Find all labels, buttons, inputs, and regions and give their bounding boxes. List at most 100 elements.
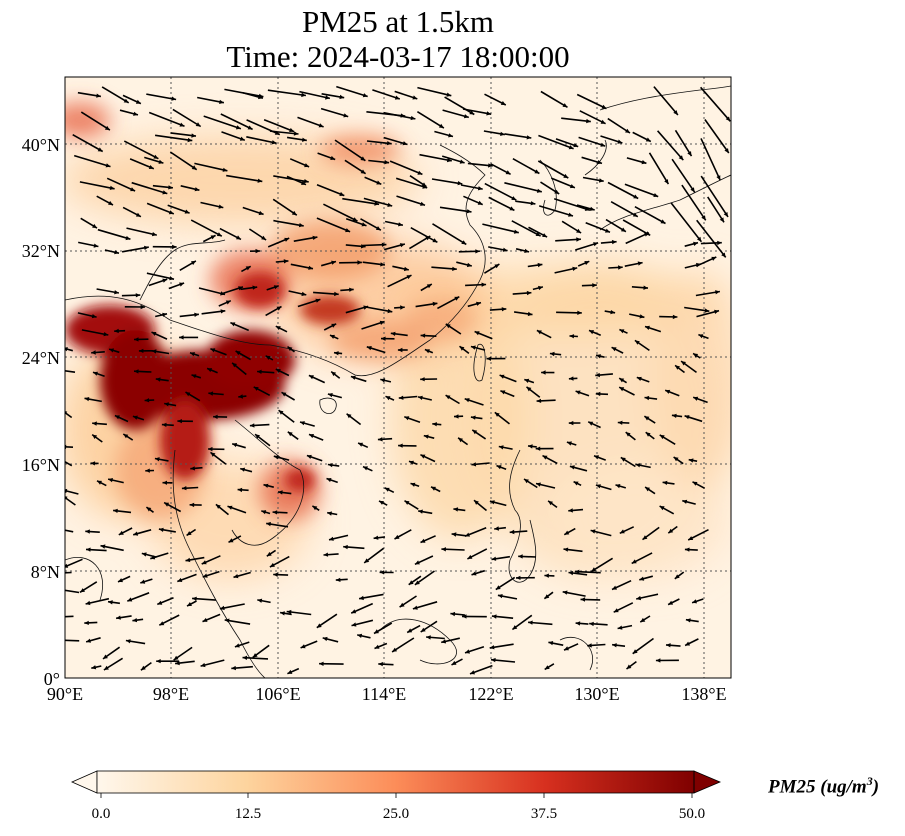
wind-arrow-head (191, 165, 197, 170)
wind-arrow-head (358, 442, 364, 447)
wind-arrow-head (512, 625, 518, 630)
wind-arrow-head (378, 662, 383, 667)
wind-arrow-head (672, 314, 678, 320)
wind-arrow-head (387, 308, 393, 314)
wind-arrow-head (497, 594, 503, 599)
wind-arrow-shaft (504, 133, 532, 139)
wind-arrow-head (109, 348, 114, 353)
wind-arrow-shaft (396, 195, 426, 206)
wind-arrow-head (645, 432, 651, 437)
wind-arrow-head (216, 232, 222, 237)
wind-arrow-head (498, 445, 504, 450)
wind-arrow-head (544, 573, 549, 578)
pm25-low-plumes (65, 135, 731, 580)
wind-arrow-head (155, 377, 161, 382)
wind-arrow-head (469, 110, 475, 115)
wind-arrow-head (261, 235, 267, 240)
wind-arrow-head (151, 232, 157, 237)
wind-arrow-head (168, 185, 173, 190)
wind-arrow-head (151, 349, 157, 354)
wind-arrow-shaft (439, 206, 472, 213)
wind-arrow-head (566, 441, 572, 446)
wind-arrow-head (589, 621, 594, 627)
wind-arrow-head (573, 481, 579, 486)
wind-arrow-head (426, 284, 432, 289)
wind-arrow-shaft (65, 460, 73, 467)
wind-arrow-head (345, 228, 351, 233)
wind-arrow-head (617, 139, 623, 144)
wind-arrow-head (399, 243, 405, 248)
wind-arrow-head (240, 467, 246, 472)
wind-arrow-head (257, 178, 263, 183)
lat-tick-0: 0° (43, 669, 60, 689)
wind-arrow-head (298, 223, 304, 228)
wind-arrow-head (481, 282, 487, 287)
wind-arrow-head (218, 204, 224, 209)
wind-arrow-head (454, 414, 459, 419)
wind-arrow-head (232, 362, 237, 368)
wind-arrow-head (385, 396, 391, 401)
wind-arrow-head (644, 232, 649, 237)
wind-arrow-shaft (561, 117, 591, 123)
wind-arrow-head (108, 600, 113, 605)
wind-arrow-head (278, 490, 283, 495)
wind-arrow-head (162, 480, 167, 485)
wind-arrow-head (593, 242, 599, 247)
wind-arrow-head (470, 415, 476, 420)
wind-arrow-head (586, 118, 591, 124)
wind-arrow-head (228, 538, 234, 543)
wind-arrow-head (194, 187, 200, 192)
wind-arrow-head (392, 647, 398, 652)
wind-arrow-shaft (707, 196, 725, 223)
wind-arrow-head (191, 260, 196, 266)
wind-arrow-head (283, 259, 289, 264)
wind-arrow-head (633, 194, 639, 199)
wind-arrow-head (466, 262, 472, 268)
wind-arrow-shaft (363, 197, 393, 207)
wind-arrow-head (327, 393, 333, 398)
wind-arrow-head (719, 217, 724, 223)
wind-arrow-shaft (97, 228, 131, 240)
wind-arrow-head (601, 104, 607, 109)
wind-arrow-head (379, 570, 385, 575)
lon-tick-106e: 106°E (255, 684, 301, 704)
wind-arrow-head (636, 376, 642, 381)
wind-arrow-head (489, 500, 495, 505)
colorbar-title: PM25 (ug/m3) (768, 774, 880, 798)
wind-arrow-head (213, 414, 218, 419)
lat-tick-40n: 40°N (21, 135, 60, 155)
wind-arrow-head (187, 602, 192, 607)
wind-arrow-head (398, 443, 403, 448)
wind-arrow-head (257, 598, 263, 603)
wind-arrow-head (605, 228, 610, 233)
wind-arrow-head (286, 609, 292, 615)
wind-arrow-head (685, 618, 691, 623)
wind-arrow-head (189, 502, 195, 508)
wind-arrow-head (374, 644, 380, 649)
wind-arrow-shaft (79, 181, 115, 190)
wind-arrow-head (397, 347, 403, 353)
wind-arrow-head (190, 352, 195, 357)
wind-arrow-head (634, 340, 640, 345)
wind-arrow-head (104, 125, 110, 131)
wind-arrow-head (322, 636, 328, 642)
wind-arrow-shaft (146, 272, 175, 280)
wind-arrow-head (491, 657, 496, 663)
wind-arrow-head (564, 530, 570, 535)
wind-arrow-head (255, 434, 260, 439)
wind-arrow-head (114, 250, 119, 255)
wind-arrow-head (684, 415, 690, 420)
wind-arrow-head (568, 570, 574, 576)
wind-arrow-shaft (65, 615, 74, 618)
wind-arrow-head (400, 305, 405, 310)
wind-arrow-head (451, 660, 457, 665)
map-title: PM25 at 1.5km Time: 2024-03-17 18:00:00 (65, 4, 731, 74)
wind-arrow-head (398, 222, 403, 227)
wind-arrow-head (97, 480, 102, 485)
wind-arrow-shaft (65, 445, 74, 448)
wind-arrow-head (542, 455, 548, 460)
wind-arrow-head (123, 434, 129, 439)
wind-arrow-head (361, 222, 367, 227)
wind-arrow-shaft (316, 217, 351, 233)
wind-arrow-head (645, 487, 650, 492)
